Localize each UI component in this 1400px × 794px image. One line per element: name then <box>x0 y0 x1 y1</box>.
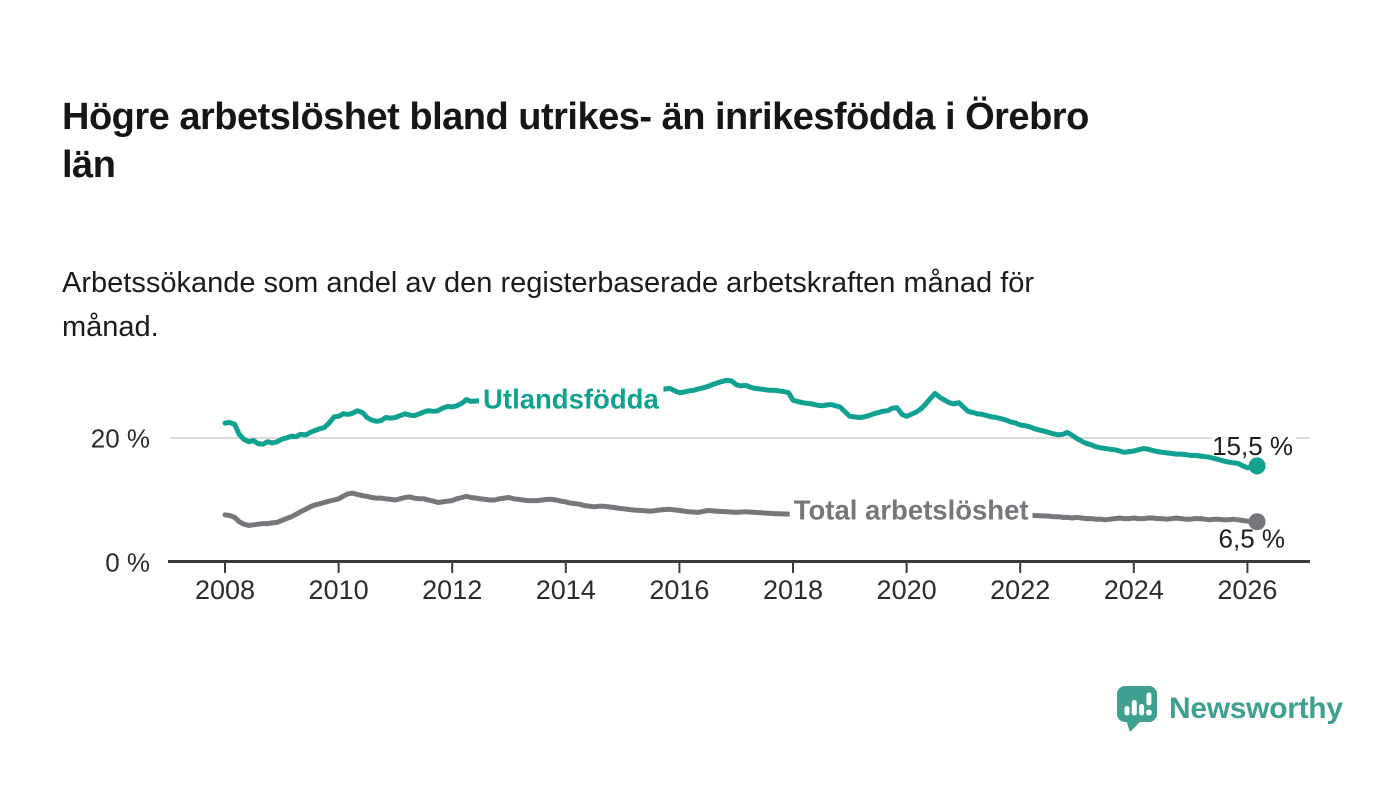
series-label-halo <box>789 492 1033 528</box>
x-axis-tick-label: 2018 <box>763 575 823 605</box>
series-line-1 <box>222 490 1260 528</box>
series-end-dot-0 <box>1248 457 1266 475</box>
series-label-0: Utlandsfödda <box>483 383 659 414</box>
series-end-value-label-0: 15,5 % <box>1212 431 1293 461</box>
series-label-1: Total arbetslöshet <box>794 494 1029 525</box>
x-axis-tick-label: 2024 <box>1104 575 1164 605</box>
series-line-0 <box>222 377 1260 471</box>
newsworthy-bar-chart-bubble-icon <box>1117 686 1157 732</box>
x-axis-tick-label: 2010 <box>309 575 369 605</box>
x-axis-tick-label: 2016 <box>649 575 709 605</box>
newsworthy-logo-text: Newsworthy <box>1169 692 1343 725</box>
x-axis-tick-label: 2008 <box>195 575 255 605</box>
y-axis-tick-label: 20 % <box>91 424 150 454</box>
x-axis-tick-label: 2014 <box>536 575 596 605</box>
x-axis-tick-label: 2026 <box>1217 575 1277 605</box>
chart-subtitle: Arbetssökande som andel av den registerb… <box>62 267 1035 343</box>
newsworthy-logo: Newsworthy <box>1116 685 1343 733</box>
x-axis-tick-label: 2022 <box>990 575 1050 605</box>
series-end-value-label-1: 6,5 % <box>1219 524 1286 554</box>
series-end-dot-1 <box>1248 513 1266 531</box>
x-axis-tick-label: 2020 <box>877 575 937 605</box>
x-axis-tick-label: 2012 <box>422 575 482 605</box>
y-axis-tick-label: 0 % <box>105 548 150 578</box>
page-title: Högre arbetslöshet bland utrikes- än inr… <box>62 96 1089 187</box>
series-label-halo <box>479 381 664 417</box>
